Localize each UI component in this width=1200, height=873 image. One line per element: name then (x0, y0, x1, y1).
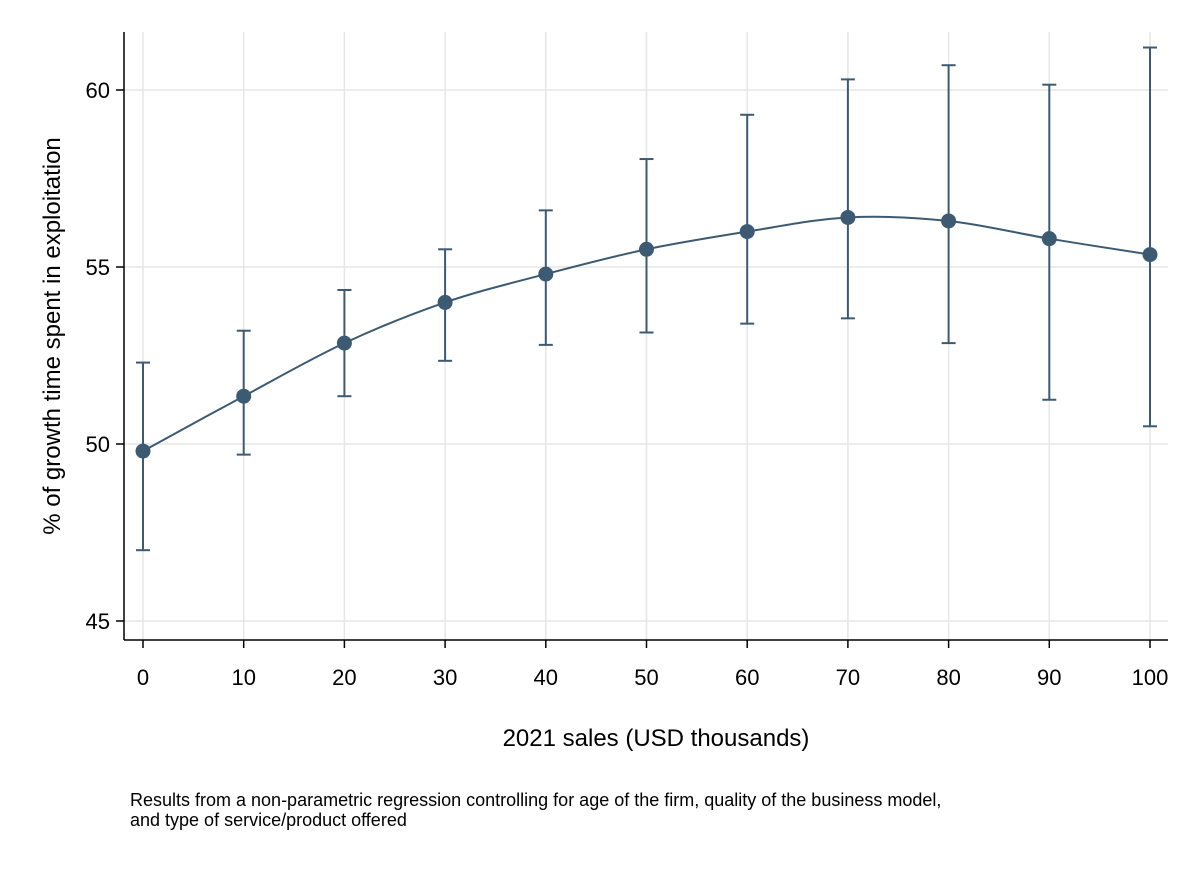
axes (116, 32, 1168, 648)
x-axis-title: 2021 sales (USD thousands) (503, 725, 810, 752)
data-point (739, 224, 755, 240)
y-axis-title: % of growth time spent in exploitation (39, 137, 66, 535)
data-point (437, 294, 453, 310)
footnote: Results from a non-parametric regression… (130, 790, 1200, 830)
y-tick-label: 45 (86, 609, 110, 634)
x-tick-label: 30 (433, 665, 457, 690)
x-tick-label: 100 (1132, 665, 1169, 690)
data-point (336, 335, 352, 351)
data-points (135, 209, 1158, 459)
x-tick-label: 80 (936, 665, 960, 690)
data-point (538, 266, 554, 282)
footnote-line-2: and type of service/product offered (130, 810, 407, 830)
data-point (1142, 247, 1158, 263)
data-point (639, 241, 654, 257)
chart: 0 10 20 30 40 50 60 70 80 90 100 45 50 55 60 2021 sale… (39, 32, 1169, 752)
y-tick-label: 55 (86, 255, 110, 280)
x-tick-label: 60 (735, 665, 759, 690)
data-point (236, 388, 252, 404)
data-point (1041, 231, 1057, 247)
gridlines (124, 32, 1168, 640)
x-tick-label: 90 (1037, 665, 1061, 690)
data-point (840, 209, 856, 225)
x-tick-label: 40 (534, 665, 558, 690)
y-tick-label: 60 (86, 78, 110, 103)
footnote-line-1: Results from a non-parametric regression… (130, 790, 942, 810)
x-tick-label: 50 (634, 665, 658, 690)
data-point (941, 213, 957, 229)
tick-labels: 0 10 20 30 40 50 60 70 80 90 100 45 50 55 60 (86, 78, 1169, 690)
data-point (135, 443, 151, 459)
x-tick-label: 0 (137, 665, 149, 690)
x-tick-label: 20 (332, 665, 356, 690)
x-tick-label: 70 (836, 665, 860, 690)
y-tick-label: 50 (86, 432, 110, 457)
x-tick-label: 10 (231, 665, 255, 690)
